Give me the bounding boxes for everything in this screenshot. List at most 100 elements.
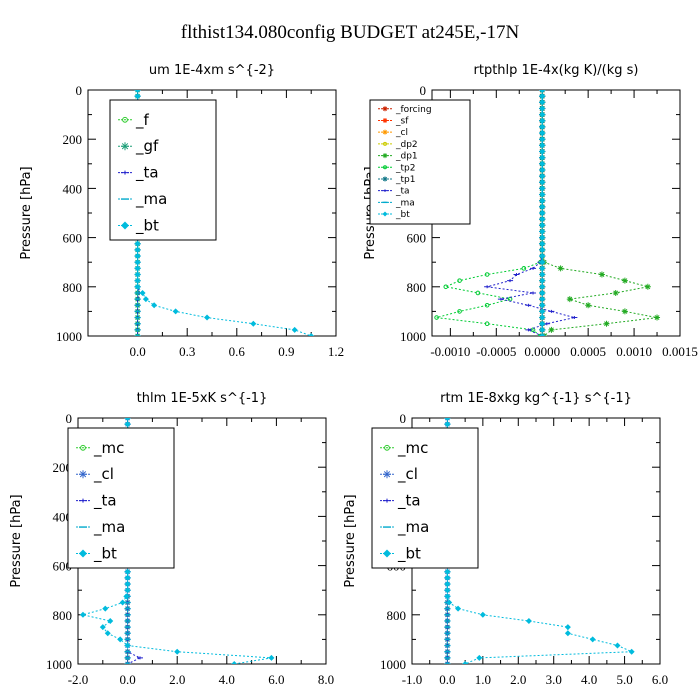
y-axis-label: Pressure [hPa] — [19, 166, 34, 259]
legend-label: _gf — [135, 137, 159, 156]
data-point-ta — [571, 316, 578, 320]
data-point-tp2 — [521, 266, 527, 271]
legend-marker — [121, 170, 129, 175]
legend-box — [109, 99, 217, 241]
data-point-bt — [539, 246, 546, 253]
legend-label: _forcing — [395, 105, 432, 115]
data-point-bt — [539, 179, 546, 186]
data-point-bt — [134, 271, 141, 278]
data-point-bt — [124, 568, 131, 575]
x-tick-label: 0.0015 — [662, 344, 698, 359]
y-tick-label: 800 — [387, 608, 407, 623]
chart-panel-4: rtm 1E-8xkg kg^{-1} s^{-1} Pressure [hPa]… — [343, 391, 668, 687]
data-point-bt — [134, 253, 141, 260]
legend-marker — [382, 129, 388, 135]
y-tick-label: 0 — [420, 83, 427, 98]
data-point-tp2 — [457, 309, 462, 314]
data-point-bt — [539, 326, 546, 333]
legend: _forcing_sf _cl _dp2 _dp1_tp2 _tp1 _ta_ma _bt — [369, 99, 471, 225]
data-point-bt — [539, 308, 546, 315]
data-point-bt — [539, 90, 546, 93]
data-point-bt — [231, 661, 238, 664]
data-point-bt — [204, 314, 211, 321]
series-layer — [434, 90, 661, 336]
x-tick-label: 0.6 — [229, 344, 246, 359]
legend-label: _tp1 — [395, 175, 415, 185]
data-point-tp2 — [484, 302, 490, 308]
data-point-bt — [99, 624, 106, 631]
legend-label: _ta — [397, 492, 421, 511]
y-tick-label: 200 — [63, 132, 83, 147]
x-tick-label: 3.0 — [546, 672, 562, 687]
legend-marker — [122, 116, 128, 123]
y-tick-label: 800 — [407, 280, 427, 295]
y-tick-label: 800 — [53, 608, 73, 623]
data-point-dp1 — [621, 308, 628, 315]
x-tick-label: 0.0005 — [570, 344, 606, 359]
legend-marker — [121, 142, 129, 151]
data-point-bt — [250, 320, 257, 327]
data-point-bt — [539, 314, 546, 321]
y-axis-label: Pressure [hPa] — [343, 494, 358, 587]
panel-title: thlm 1E-5xK s^{-1} — [137, 391, 268, 406]
data-point-bt — [479, 611, 486, 618]
data-point-bt — [539, 203, 546, 210]
data-point-dp1 — [644, 283, 651, 290]
legend-marker — [79, 498, 87, 503]
data-point-bt — [102, 605, 109, 612]
data-point-bt — [134, 240, 141, 247]
data-point-bt — [525, 617, 532, 624]
legend-label: _ta — [395, 187, 410, 197]
data-point-bt — [444, 421, 451, 428]
data-point-tp2 — [475, 290, 481, 296]
x-tick-label: 2.0 — [510, 672, 526, 687]
data-point-bt — [151, 302, 158, 309]
data-point-bt — [539, 111, 546, 118]
data-point-bt — [539, 142, 546, 149]
data-point-bt — [564, 630, 571, 637]
y-tick-label: 0 — [66, 411, 73, 426]
y-tick-label: 200 — [53, 460, 73, 475]
data-point-dp1 — [598, 271, 605, 278]
legend-label: _sf — [395, 116, 409, 126]
x-tick-label: 8.0 — [318, 672, 334, 687]
x-tick-label: 0.0000 — [524, 344, 560, 359]
legend-label: _bt — [135, 216, 159, 235]
legend-marker — [383, 141, 387, 146]
legend-marker — [80, 444, 86, 451]
data-point-bt — [539, 302, 546, 309]
legend: _mc _cl _ta _ma _bt — [67, 427, 175, 569]
data-point-bt — [462, 661, 469, 664]
panel-title: rtm 1E-8xkg kg^{-1} s^{-1} — [440, 391, 632, 406]
data-point-bt — [117, 636, 124, 643]
data-point-bt — [139, 289, 146, 296]
legend-label: _mc — [397, 439, 428, 458]
data-point-ta — [525, 303, 532, 307]
panel-title: rtpthlp 1E-4x(kg K)/(kg s) — [474, 63, 639, 78]
data-point-bt — [539, 148, 546, 155]
data-point-ta — [525, 328, 532, 332]
data-point-bt — [539, 191, 546, 198]
data-point-bt — [291, 326, 298, 333]
legend-label: _cl — [93, 465, 114, 484]
data-point-dp1 — [585, 302, 592, 309]
legend-label: _bt — [395, 210, 410, 220]
data-point-bt — [124, 574, 131, 581]
y-tick-label: 1000 — [56, 329, 82, 344]
data-point-bt — [142, 296, 149, 303]
data-point-bt — [539, 123, 546, 130]
x-tick-label: 0.9 — [278, 344, 294, 359]
x-tick-label: 0.0 — [129, 344, 145, 359]
legend-marker — [382, 176, 388, 182]
data-point-bt — [134, 265, 141, 272]
legend-box — [369, 99, 471, 225]
data-point-bt — [539, 136, 546, 143]
legend-label: _f — [135, 111, 150, 130]
legend-label: _ta — [93, 492, 117, 511]
x-tick-label: 6.0 — [268, 672, 284, 687]
legend-marker — [79, 549, 87, 558]
data-point-bt — [124, 421, 131, 428]
legend-marker — [79, 470, 87, 479]
data-point-dp1 — [566, 296, 573, 303]
